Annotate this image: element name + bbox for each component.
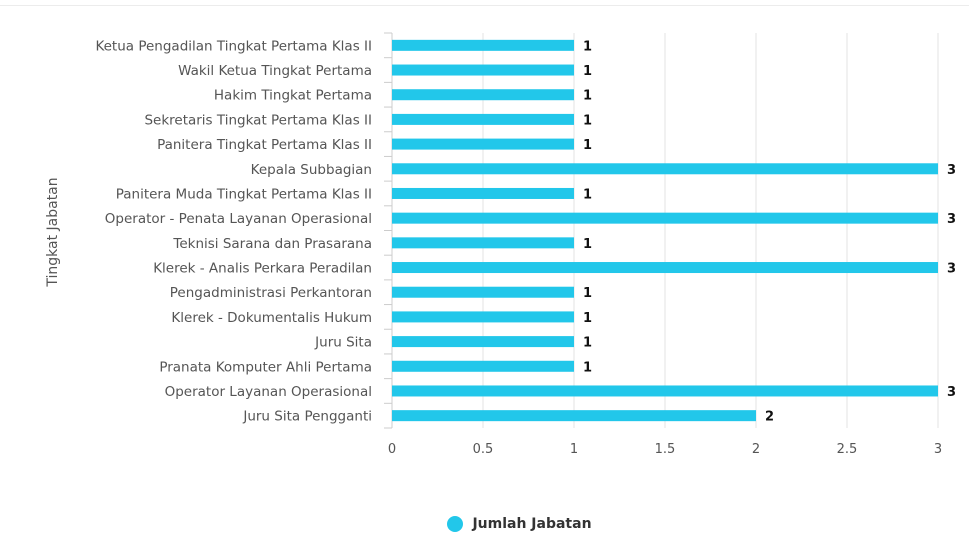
y-category-label: Pengadministrasi Perkantoran: [170, 285, 372, 301]
y-category-label: Ketua Pengadilan Tingkat Pertama Klas II: [95, 38, 372, 54]
bar: [392, 163, 938, 175]
legend-label: Jumlah Jabatan: [472, 516, 592, 532]
bar: [392, 39, 574, 51]
x-tick-label: 0.5: [473, 442, 494, 457]
x-tick-label: 3: [934, 442, 942, 457]
legend: Jumlah Jabatan: [0, 511, 969, 537]
y-category-label: Teknisi Sarana dan Prasarana: [172, 236, 372, 252]
bar: [392, 410, 756, 422]
bar: [392, 385, 938, 397]
y-category-label: Sekretaris Tingkat Pertama Klas II: [144, 112, 372, 128]
bar: [392, 89, 574, 101]
data-label: 1: [583, 113, 592, 128]
x-tick-label: 2: [752, 442, 760, 457]
bar: [392, 311, 574, 323]
data-label: 2: [765, 410, 774, 425]
data-label: 1: [583, 311, 592, 326]
y-category-label: Kepala Subbagian: [251, 162, 372, 178]
x-tick-label: 0: [388, 442, 396, 457]
bar: [392, 187, 574, 199]
bar: [392, 64, 574, 76]
y-category-label: Pranata Komputer Ahli Pertama: [159, 359, 372, 375]
bar: [392, 138, 574, 150]
y-category-label: Panitera Muda Tingkat Pertama Klas II: [116, 186, 372, 202]
y-category-label: Operator Layanan Operasional: [165, 384, 372, 400]
bar: [392, 113, 574, 125]
data-label: 3: [947, 212, 956, 227]
bar: [392, 262, 938, 274]
x-tick-label: 1: [570, 442, 578, 457]
bar: [392, 286, 574, 298]
y-axis-title: Tingkat Jabatan: [45, 177, 61, 287]
data-label: 1: [583, 64, 592, 79]
data-label: 1: [583, 39, 592, 54]
y-category-label: Hakim Tingkat Pertama: [214, 88, 372, 104]
data-label: 3: [947, 163, 956, 178]
data-label: 3: [947, 262, 956, 277]
top-divider: [0, 5, 969, 6]
data-label: 1: [583, 237, 592, 252]
x-tick-label: 1.5: [655, 442, 676, 457]
x-tick-label: 2.5: [837, 442, 858, 457]
data-label: 1: [583, 336, 592, 351]
y-category-label: Klerek - Analis Perkara Peradilan: [153, 261, 372, 277]
y-category-label: Juru Sita Pengganti: [242, 409, 372, 425]
data-label: 1: [583, 286, 592, 301]
legend-item-jumlah-jabatan[interactable]: Jumlah Jabatan: [447, 516, 592, 532]
bar: [392, 212, 938, 224]
y-category-label: Juru Sita: [314, 335, 372, 351]
data-label: 1: [583, 360, 592, 375]
data-label: 1: [583, 89, 592, 104]
y-category-label: Klerek - Dokumentalis Hukum: [171, 310, 372, 326]
y-category-label: Panitera Tingkat Pertama Klas II: [157, 137, 372, 153]
data-label: 1: [583, 138, 592, 153]
legend-marker: [447, 516, 464, 532]
bar: [392, 360, 574, 372]
data-label: 3: [947, 385, 956, 400]
bar: [392, 237, 574, 249]
bar: [392, 336, 574, 348]
y-category-label: Wakil Ketua Tingkat Pertama: [178, 63, 372, 79]
data-label: 1: [583, 187, 592, 202]
y-category-label: Operator - Penata Layanan Operasional: [105, 211, 372, 227]
